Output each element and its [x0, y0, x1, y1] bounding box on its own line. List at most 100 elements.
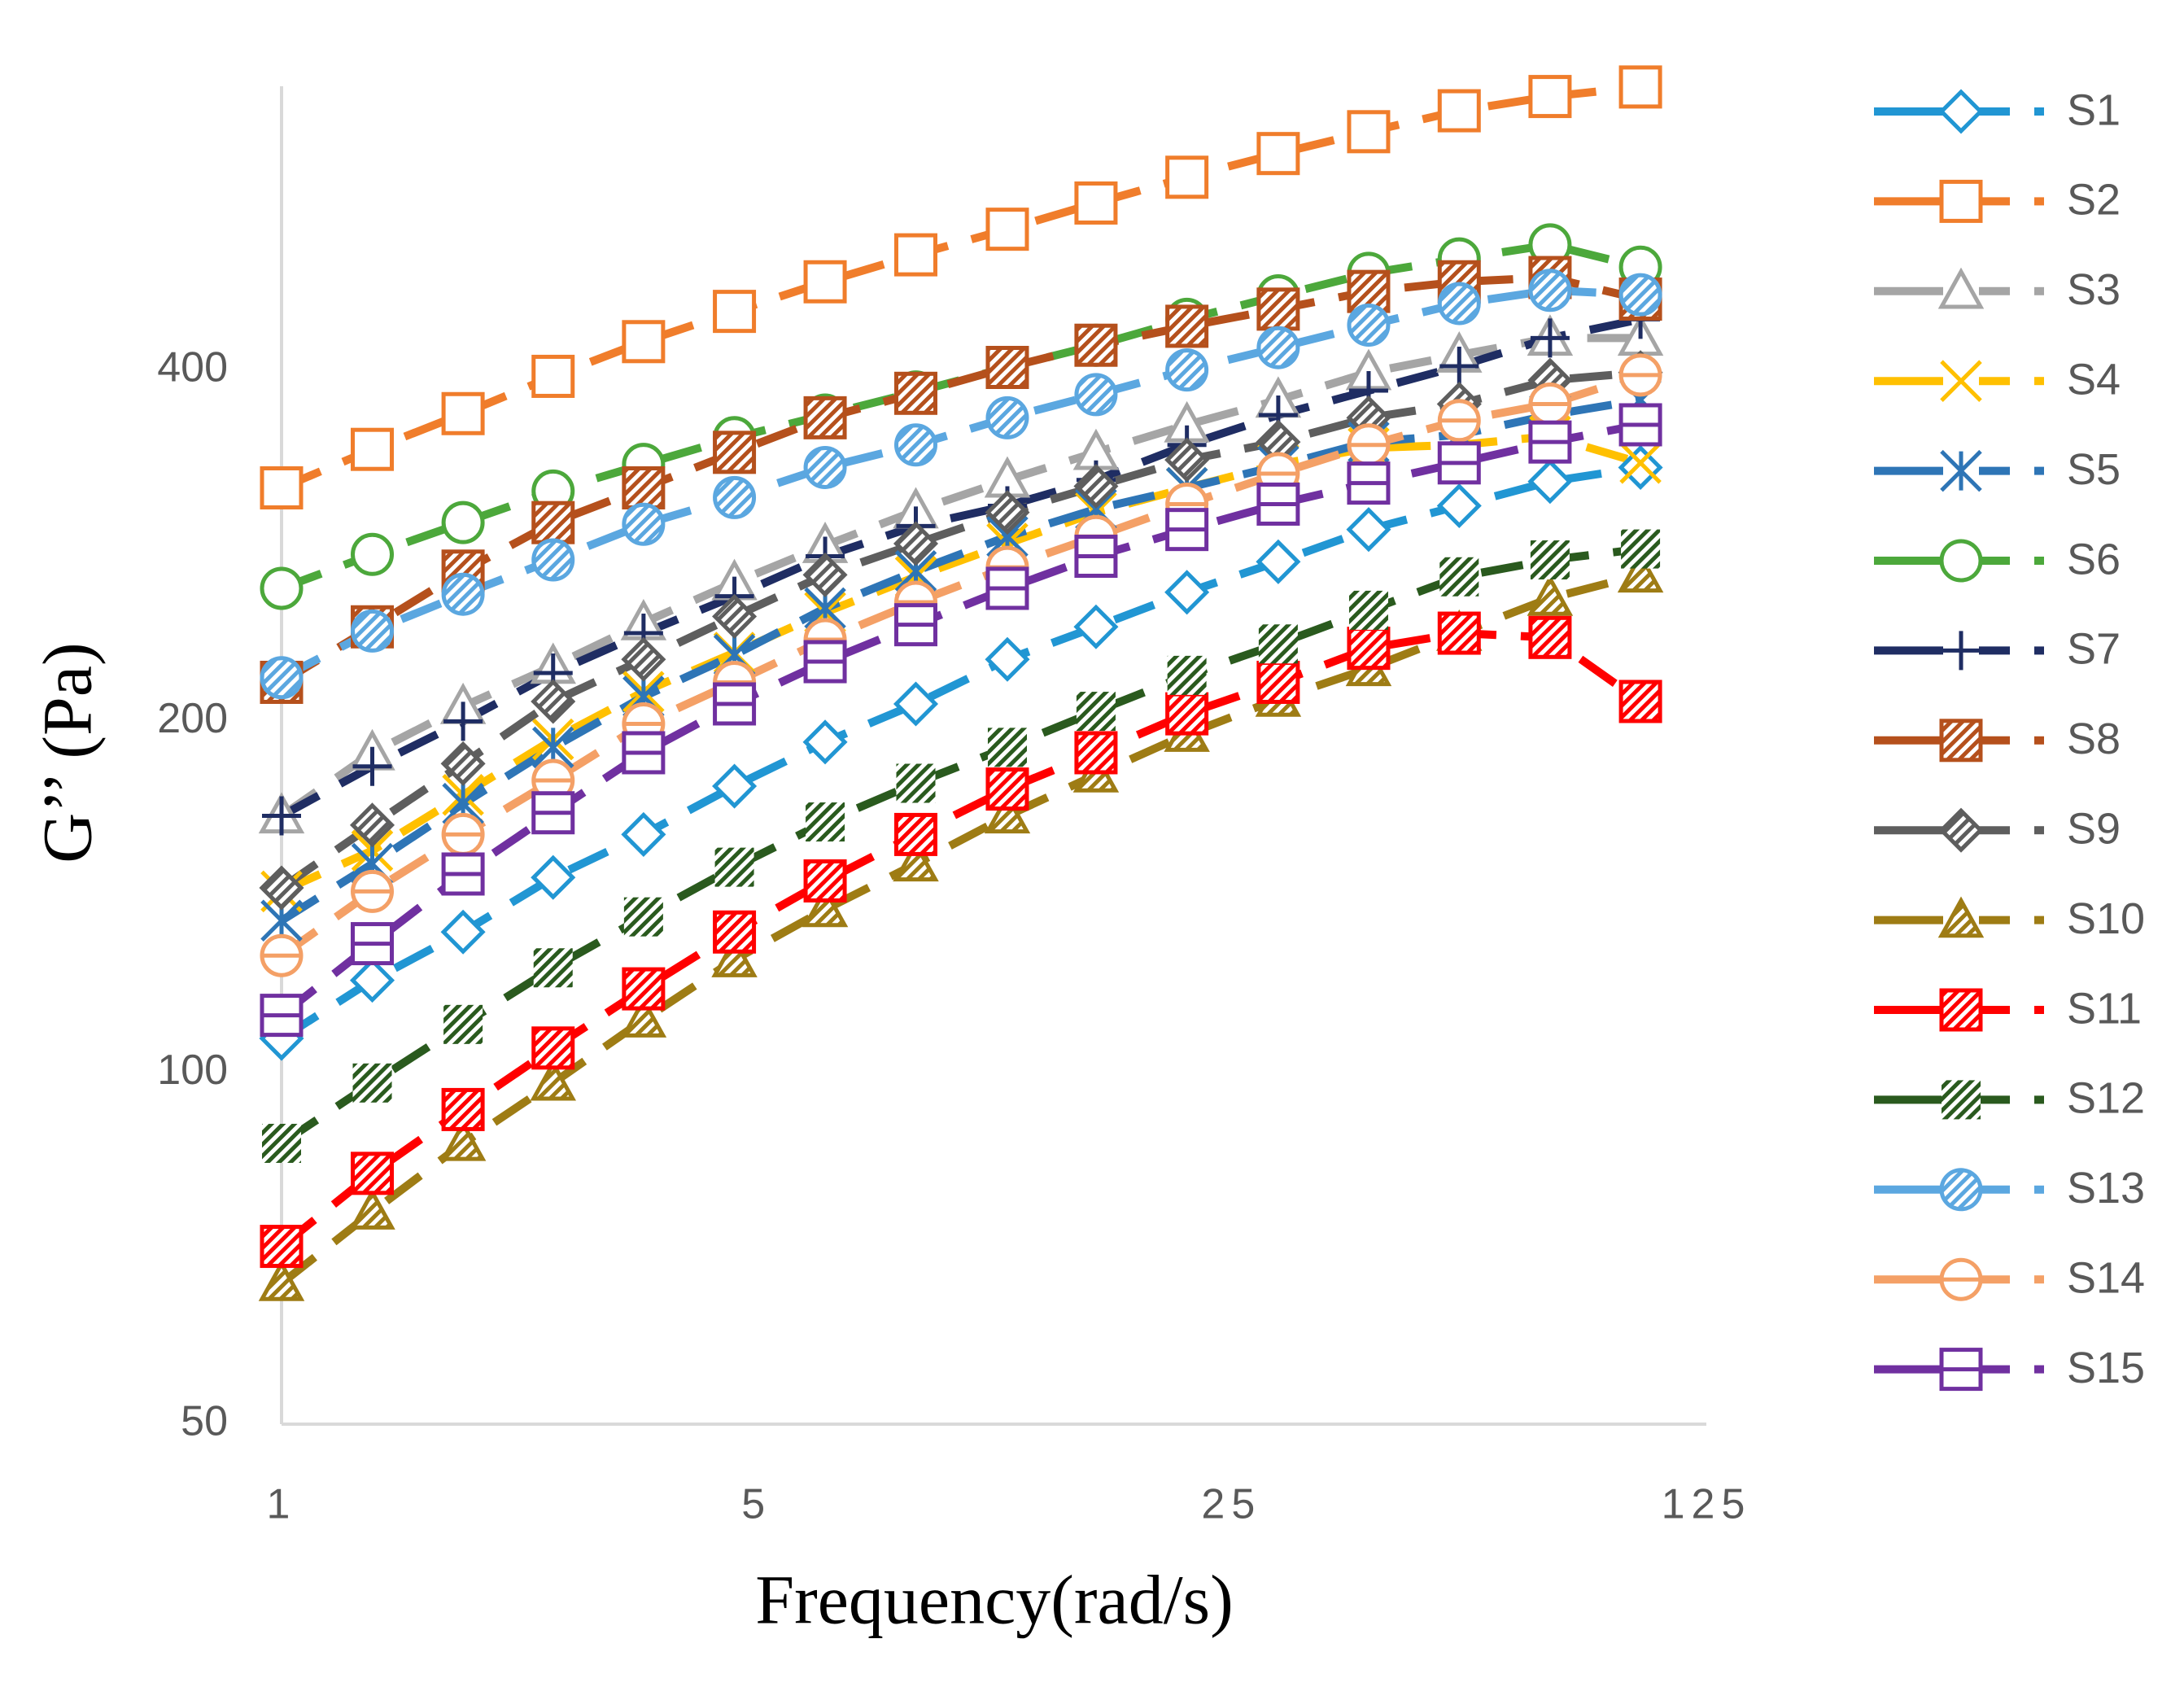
- marker: [1074, 373, 1118, 417]
- marker-shape: [712, 593, 758, 639]
- marker: [351, 609, 395, 653]
- marker-shape: [260, 566, 304, 610]
- marker: [1073, 604, 1119, 649]
- marker: [893, 233, 937, 277]
- marker: [349, 958, 395, 1003]
- marker: [351, 427, 395, 471]
- marker: [803, 640, 847, 684]
- marker: [893, 812, 937, 856]
- marker-shape: [533, 948, 573, 988]
- marker: [441, 391, 485, 435]
- marker-shape: [441, 1087, 485, 1131]
- marker: [985, 396, 1029, 439]
- marker: [622, 465, 666, 509]
- y-tick-label: 50: [181, 1398, 228, 1445]
- marker: [262, 1123, 301, 1163]
- marker: [1942, 1080, 1981, 1120]
- marker-shape: [621, 811, 666, 857]
- marker-shape: [985, 767, 1029, 811]
- marker: [1074, 323, 1118, 367]
- legend-label: S6: [2067, 535, 2121, 583]
- legend-label: S14: [2067, 1253, 2145, 1302]
- marker: [531, 791, 575, 835]
- marker-shape: [1939, 719, 1983, 763]
- marker-shape: [1256, 539, 1301, 584]
- marker-shape: [1165, 304, 1209, 348]
- marker-shape: [351, 427, 395, 471]
- marker-shape: [1164, 570, 1210, 615]
- marker-shape: [260, 1225, 304, 1269]
- marker-shape: [803, 260, 847, 304]
- marker-shape: [1256, 287, 1300, 331]
- marker: [803, 445, 847, 489]
- marker: [1347, 110, 1391, 154]
- marker: [259, 865, 304, 911]
- marker: [260, 656, 304, 700]
- marker-shape: [1258, 624, 1298, 664]
- marker: [713, 682, 757, 726]
- marker-shape: [260, 656, 304, 700]
- series-line: [279, 371, 1642, 959]
- marker-shape: [531, 1026, 575, 1070]
- marker: [441, 812, 485, 856]
- marker-shape: [352, 1063, 392, 1103]
- marker: [351, 532, 395, 576]
- marker-shape: [531, 354, 575, 398]
- series-line: [279, 286, 1641, 682]
- marker-shape: [1940, 360, 1982, 402]
- marker-shape: [713, 475, 757, 519]
- marker: [985, 566, 1029, 610]
- marker: [1938, 807, 1984, 853]
- marker: [349, 802, 395, 848]
- marker: [713, 430, 757, 474]
- marker: [1165, 304, 1209, 348]
- marker: [802, 885, 849, 928]
- marker-shape: [896, 763, 936, 803]
- marker: [351, 1152, 395, 1195]
- marker-shape: [620, 996, 667, 1038]
- marker: [802, 719, 848, 765]
- series-line: [279, 463, 1641, 1042]
- legend-label: S9: [2067, 804, 2121, 853]
- marker: [712, 763, 758, 809]
- marker: [803, 859, 847, 903]
- marker-shape: [622, 465, 666, 509]
- marker: [1618, 680, 1662, 723]
- marker: [622, 731, 666, 775]
- legend-label: S11: [2067, 984, 2142, 1033]
- marker-shape: [349, 958, 395, 1003]
- marker-shape: [713, 430, 757, 474]
- marker-shape: [802, 885, 849, 928]
- marker: [1937, 267, 1985, 309]
- marker-shape: [1167, 655, 1207, 695]
- marker: [1256, 660, 1300, 704]
- marker-shape: [1437, 282, 1481, 326]
- marker: [985, 346, 1029, 390]
- marker-shape: [622, 320, 666, 364]
- marker-shape: [1436, 483, 1482, 529]
- series-line: [278, 629, 1643, 1250]
- marker: [1256, 326, 1300, 369]
- marker: [711, 936, 758, 977]
- legend-label: S8: [2067, 715, 2121, 763]
- marker: [713, 475, 757, 519]
- marker: [441, 572, 485, 616]
- marker: [1437, 399, 1481, 443]
- marker-shape: [1618, 65, 1662, 109]
- marker-shape: [260, 465, 304, 509]
- marker: [893, 603, 937, 647]
- marker-shape: [1618, 680, 1662, 723]
- marker: [1437, 89, 1481, 133]
- marker: [893, 423, 937, 467]
- marker: [713, 290, 757, 334]
- marker: [714, 847, 754, 887]
- marker: [713, 910, 757, 954]
- marker: [1938, 89, 1984, 134]
- marker: [1439, 346, 1479, 386]
- marker: [1528, 615, 1572, 659]
- series-line: [279, 334, 1641, 819]
- marker-shape: [1165, 348, 1209, 392]
- marker: [531, 854, 576, 900]
- series-line: [279, 431, 1642, 895]
- marker-shape: [1076, 692, 1116, 732]
